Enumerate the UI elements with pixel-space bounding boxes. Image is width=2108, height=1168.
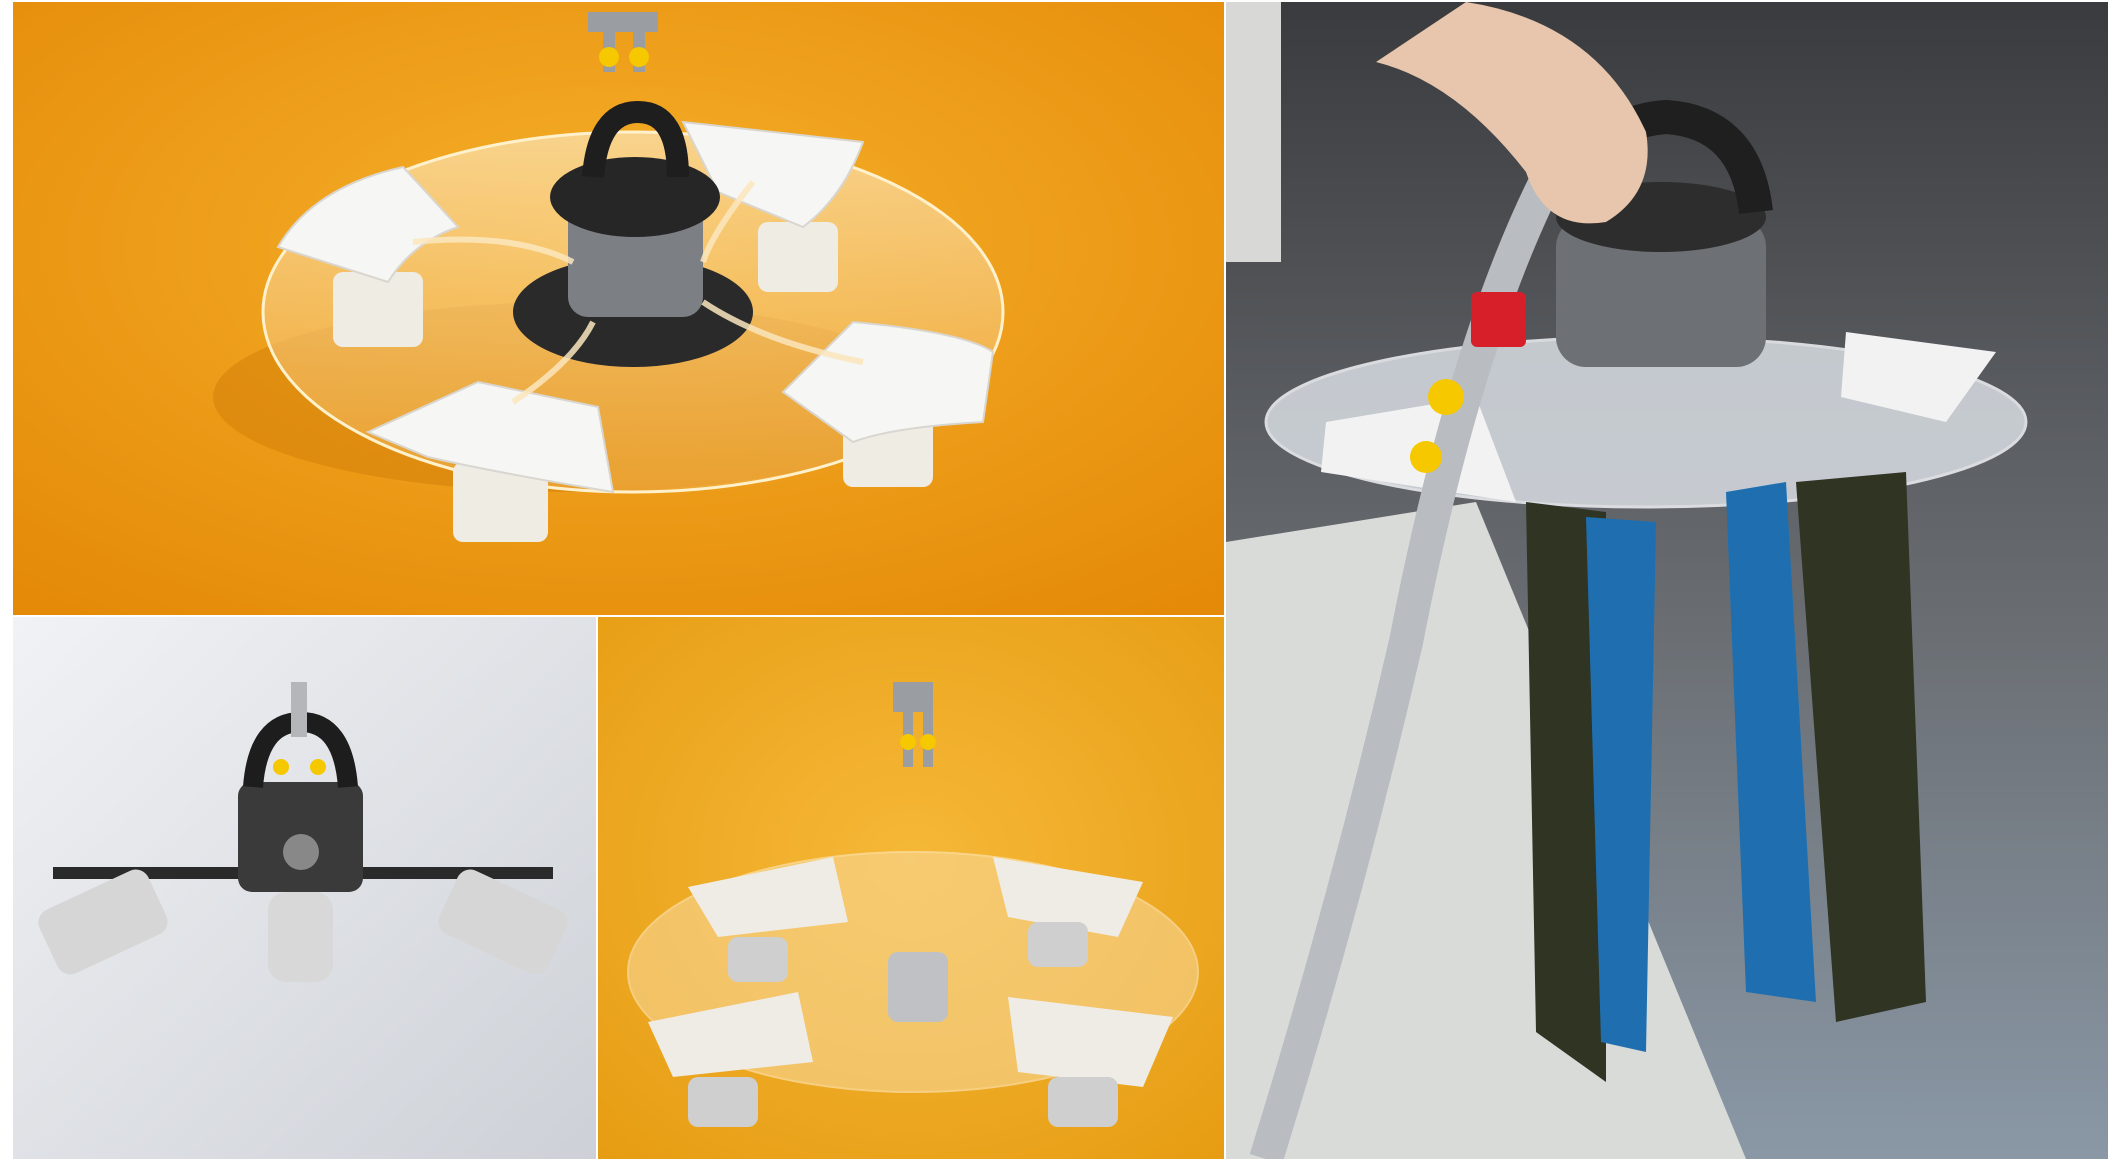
- front-render: [13, 617, 596, 1159]
- blue-bag: [1726, 482, 1816, 1002]
- isometric-render-panel: [13, 2, 1224, 615]
- hand: [1376, 2, 1648, 224]
- ball-valve-icon: [1410, 441, 1442, 473]
- center-suction-cup: [268, 892, 333, 982]
- exploded-render: [598, 617, 1224, 1159]
- suction-cup-icon: [728, 937, 788, 982]
- ball-valve-icon: [310, 759, 326, 775]
- blue-bag: [1586, 517, 1656, 1052]
- top-connector: [273, 682, 326, 775]
- mounting-plate: [276, 165, 460, 284]
- ball-valve-icon: [900, 734, 916, 750]
- top-connector: [893, 682, 936, 767]
- suction-cup-icon: [1028, 922, 1088, 967]
- exploded-render-panel: [598, 617, 1224, 1159]
- suction-cup-icon: [453, 462, 548, 542]
- tubing: [412, 180, 864, 405]
- suction-cup-icon: [333, 272, 423, 347]
- prototype-photo-panel: [1226, 2, 2108, 1159]
- mounting-plates: [648, 857, 1173, 1087]
- grip-handle-icon: [582, 100, 689, 179]
- green-bag: [1796, 472, 1926, 1022]
- mounting-plate: [781, 320, 995, 444]
- suction-cup-icon: [688, 1077, 758, 1127]
- ball-valve-icon: [629, 47, 649, 67]
- ball-valve-icon: [273, 759, 289, 775]
- hub-port: [283, 834, 319, 870]
- suction-cups: [688, 922, 1118, 1127]
- suction-cup-icon: [38, 869, 168, 975]
- sleeve: [1226, 2, 1281, 262]
- hub-body: [1556, 217, 1766, 367]
- suction-cup-icon: [438, 869, 568, 975]
- hub-fittings: [888, 952, 948, 1022]
- green-bag: [1526, 502, 1606, 1082]
- suction-cups: [333, 222, 933, 542]
- steel-hose: [1249, 154, 1572, 1159]
- suction-cup-icon: [1048, 1077, 1118, 1127]
- mounting-plate: [365, 380, 615, 494]
- mounting-plates: [276, 120, 995, 494]
- suction-cup-icon: [758, 222, 838, 292]
- isometric-render: [13, 2, 1224, 615]
- ball-valve-icon: [920, 734, 936, 750]
- ball-valve-icon: [1428, 379, 1464, 415]
- mounting-plate: [681, 120, 865, 229]
- red-valve: [1471, 292, 1526, 347]
- hub-cap: [550, 157, 720, 237]
- mounting-plate: [1841, 332, 1996, 422]
- top-connector: [588, 12, 658, 72]
- prototype-photo: [1226, 2, 2108, 1159]
- ball-valve-icon: [599, 47, 619, 67]
- front-render-panel: [13, 617, 596, 1159]
